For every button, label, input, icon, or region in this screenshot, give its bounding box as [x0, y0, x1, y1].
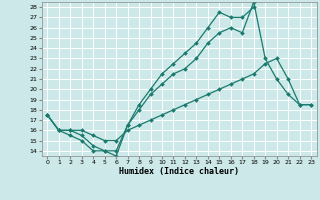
- X-axis label: Humidex (Indice chaleur): Humidex (Indice chaleur): [119, 167, 239, 176]
